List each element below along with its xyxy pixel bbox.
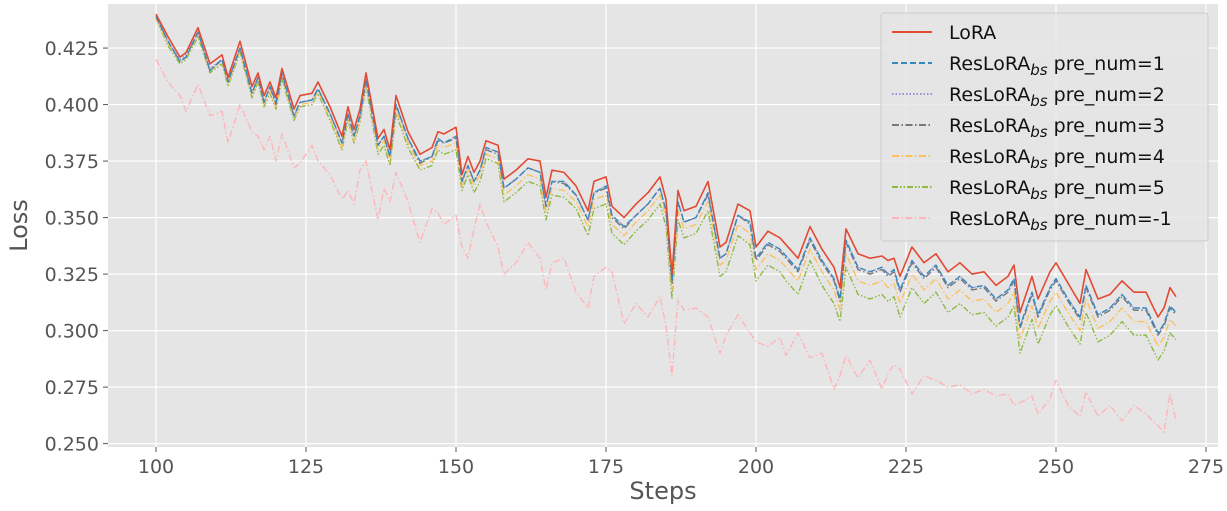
- legend-series-suffix: pre_num=-1: [1048, 208, 1172, 230]
- legend-label-4: ResLoRAbs pre_num=4: [949, 146, 1165, 172]
- legend-series-suffix: pre_num=2: [1048, 84, 1165, 106]
- y-tick-label: 0.400: [45, 95, 99, 117]
- legend-label-3: ResLoRAbs pre_num=3: [949, 115, 1165, 141]
- legend-label-1: ResLoRAbs pre_num=1: [949, 53, 1165, 79]
- legend-series-name: ResLoRA: [949, 208, 1030, 230]
- series-line-6: [155, 59, 1177, 434]
- y-tick-label: 0.250: [45, 434, 99, 456]
- legend-series-suffix: pre_num=4: [1048, 146, 1165, 168]
- legend-series-name: ResLoRA: [949, 84, 1030, 106]
- legend-series-name: ResLoRA: [949, 177, 1030, 199]
- legend-series-subscript: bs: [1030, 92, 1048, 110]
- y-axis-label: Loss: [5, 199, 33, 252]
- legend-series-suffix: pre_num=1: [1048, 53, 1165, 75]
- series-line-5: [155, 18, 1177, 361]
- series-line-0: [155, 13, 1177, 318]
- legend-box: [880, 12, 1209, 242]
- legend-series-subscript: bs: [1030, 61, 1048, 79]
- legend-series-name: ResLoRA: [949, 146, 1030, 168]
- y-tick-label: 0.375: [45, 151, 99, 173]
- x-tick-label: 250: [1038, 456, 1074, 478]
- x-tick-label: 175: [588, 456, 624, 478]
- legend-series-subscript: bs: [1030, 216, 1048, 234]
- legend-label-6: ResLoRAbs pre_num=-1: [949, 208, 1172, 234]
- y-tick-label: 0.350: [45, 208, 99, 230]
- y-tick-label: 0.275: [45, 377, 99, 399]
- legend-series-name: ResLoRA: [949, 53, 1030, 75]
- x-tick-label: 275: [1188, 456, 1224, 478]
- legend-series-subscript: bs: [1030, 154, 1048, 172]
- legend-series-suffix: pre_num=5: [1048, 177, 1165, 199]
- series-line-1: [155, 16, 1177, 334]
- legend-series-subscript: bs: [1030, 123, 1048, 141]
- legend-label-2: ResLoRAbs pre_num=2: [949, 84, 1165, 110]
- x-axis-label: Steps: [629, 477, 696, 505]
- y-tick-label: 0.425: [45, 38, 99, 60]
- y-tick-label: 0.300: [45, 321, 99, 343]
- series-line-3: [155, 16, 1177, 336]
- x-tick-label: 150: [438, 456, 474, 478]
- legend-series-name: LoRA: [949, 22, 996, 44]
- series-lines: [155, 13, 1177, 434]
- x-tick-label: 200: [738, 456, 774, 478]
- legend-series-subscript: bs: [1030, 185, 1048, 203]
- legend-label-5: ResLoRAbs pre_num=5: [949, 177, 1165, 203]
- x-tick-label: 100: [138, 456, 174, 478]
- y-tick-label: 0.325: [45, 264, 99, 286]
- legend-label-0: LoRA: [949, 22, 996, 44]
- x-tick-label: 125: [288, 456, 324, 478]
- x-tick-label: 225: [888, 456, 924, 478]
- legend-series-suffix: pre_num=3: [1048, 115, 1165, 137]
- series-line-4: [155, 18, 1177, 348]
- tick-labels: 100 125 150 175 200 225 250 275 0.250 0.275 0.300 0…: [45, 38, 1225, 478]
- legend-series-name: ResLoRA: [949, 115, 1030, 137]
